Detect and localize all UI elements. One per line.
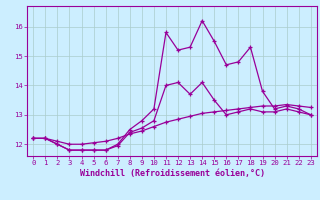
X-axis label: Windchill (Refroidissement éolien,°C): Windchill (Refroidissement éolien,°C): [79, 169, 265, 178]
